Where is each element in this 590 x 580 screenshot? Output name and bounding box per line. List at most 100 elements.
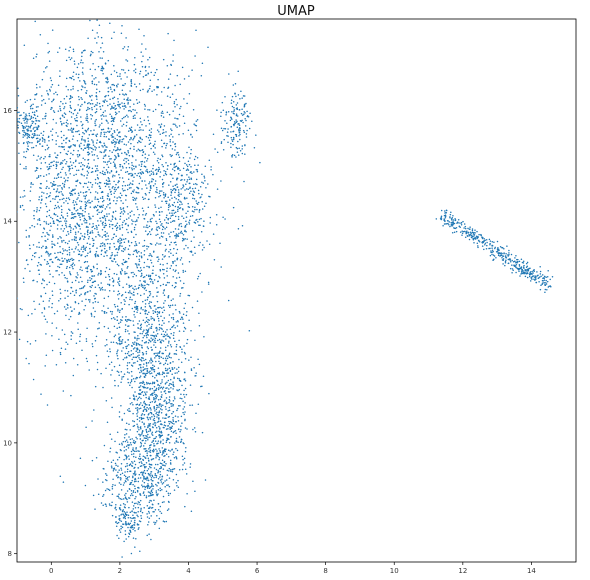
scatter-point (94, 170, 97, 173)
scatter-point (132, 475, 134, 478)
scatter-point (110, 465, 113, 467)
scatter-point (149, 142, 152, 145)
scatter-point (87, 162, 90, 165)
scatter-point (128, 127, 131, 130)
scatter-point (155, 355, 157, 357)
scatter-point (162, 417, 164, 419)
scatter-point (32, 183, 34, 186)
scatter-point (122, 286, 124, 289)
scatter-point (33, 113, 36, 116)
scatter-point (175, 237, 177, 239)
scatter-point (149, 407, 152, 409)
scatter-point (94, 300, 97, 303)
scatter-point (178, 436, 181, 438)
scatter-point (147, 342, 150, 344)
scatter-point (190, 369, 193, 371)
scatter-point (162, 495, 165, 498)
scatter-point (115, 248, 117, 251)
scatter-point (175, 252, 178, 254)
scatter-point (141, 391, 144, 393)
scatter-point (170, 163, 172, 166)
scatter-point (244, 153, 246, 155)
scatter-point (124, 475, 127, 478)
scatter-point (52, 184, 54, 187)
scatter-point (132, 447, 134, 449)
scatter-point (161, 311, 164, 314)
scatter-point (117, 278, 120, 281)
scatter-point (114, 111, 117, 113)
scatter-point (18, 131, 20, 134)
scatter-point (53, 184, 56, 186)
scatter-point (141, 43, 143, 45)
scatter-point (62, 102, 64, 105)
scatter-point (140, 397, 142, 400)
scatter-point (194, 164, 196, 167)
scatter-point (143, 437, 146, 439)
scatter-point (191, 193, 194, 195)
scatter-point (81, 98, 83, 100)
scatter-point (122, 181, 125, 183)
scatter-point (165, 144, 168, 147)
scatter-point (152, 173, 155, 176)
scatter-point (115, 71, 118, 74)
scatter-point (150, 412, 153, 415)
scatter-point (161, 145, 163, 148)
scatter-point (109, 350, 111, 353)
scatter-point (140, 371, 143, 373)
scatter-point (71, 257, 73, 260)
scatter-point (143, 329, 145, 331)
scatter-point (196, 218, 198, 221)
scatter-point (46, 232, 48, 234)
scatter-point (149, 300, 151, 303)
scatter-point (70, 57, 73, 59)
scatter-point (138, 357, 140, 359)
scatter-point (154, 196, 157, 199)
scatter-point (145, 447, 147, 450)
scatter-point (125, 199, 127, 201)
scatter-point (92, 140, 94, 142)
scatter-point (153, 365, 156, 368)
scatter-point (26, 122, 28, 124)
scatter-point (75, 173, 77, 176)
scatter-point (62, 230, 65, 232)
scatter-point (156, 242, 158, 244)
scatter-point (94, 124, 97, 127)
scatter-point (149, 277, 152, 280)
scatter-point (123, 241, 126, 244)
scatter-point (117, 371, 120, 373)
scatter-point (123, 511, 126, 513)
scatter-point (56, 242, 59, 244)
scatter-point (170, 463, 172, 465)
scatter-point (108, 363, 111, 366)
scatter-point (90, 50, 93, 53)
scatter-point (83, 182, 86, 185)
scatter-point (96, 42, 98, 44)
scatter-point (112, 469, 115, 472)
scatter-point (69, 106, 72, 108)
scatter-point (154, 206, 157, 208)
scatter-point (94, 280, 97, 283)
scatter-point (123, 458, 125, 461)
scatter-point (140, 269, 143, 272)
scatter-point (248, 329, 251, 332)
scatter-point (119, 107, 121, 109)
scatter-point (110, 120, 113, 122)
scatter-point (165, 401, 168, 403)
scatter-point (172, 361, 174, 363)
scatter-point (150, 325, 153, 328)
scatter-point (179, 107, 181, 110)
scatter-point (172, 388, 174, 390)
scatter-point (161, 483, 164, 485)
scatter-point (169, 378, 172, 381)
scatter-point (152, 296, 154, 298)
scatter-point (161, 339, 163, 341)
scatter-point (157, 280, 159, 282)
scatter-point (132, 287, 134, 289)
scatter-point (181, 384, 183, 387)
scatter-point (168, 388, 170, 390)
scatter-point (1, 154, 3, 156)
scatter-point (107, 238, 109, 241)
scatter-point (129, 494, 132, 497)
scatter-point (151, 181, 153, 183)
scatter-point (161, 488, 163, 491)
